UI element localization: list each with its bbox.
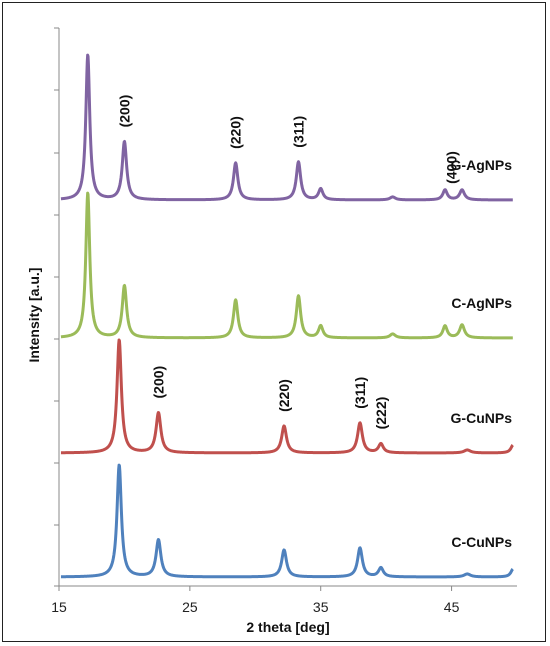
series-line-c-agnps xyxy=(59,191,514,340)
peak-label: (311) xyxy=(352,377,368,409)
series-line-g-cunps xyxy=(59,338,514,455)
series-line-c-cunps xyxy=(59,463,514,579)
series-label-c-agnps: C-AgNPs xyxy=(451,295,512,311)
series-label-g-agnps: G-AgNPs xyxy=(451,157,513,173)
x-ticks: 15 25 35 45 xyxy=(51,586,460,615)
peak-labels: (200) (220) (311) (400) (200) (220) (311) (222) xyxy=(116,95,459,430)
peak-label: (400) xyxy=(444,151,460,184)
y-ticks xyxy=(54,27,59,587)
y-axis-title: Intensity [a.u.] xyxy=(26,268,42,363)
chart-frame xyxy=(2,2,546,642)
series-line-g-agnps xyxy=(59,53,514,202)
peak-label: (222) xyxy=(373,397,389,430)
x-tick-label: 45 xyxy=(444,599,460,615)
x-tick-label: 25 xyxy=(182,599,198,615)
x-axis-title: 2 theta [deg] xyxy=(246,619,329,635)
x-tick-label: 15 xyxy=(51,599,67,615)
peak-label: (220) xyxy=(228,116,244,149)
peak-label: (311) xyxy=(291,116,307,148)
x-tick-label: 35 xyxy=(313,599,329,615)
peak-label: (220) xyxy=(276,379,292,412)
peak-label: (200) xyxy=(151,366,167,399)
series-group: G-AgNPs C-AgNPs G-CuNPs C-CuNPs xyxy=(59,53,514,579)
peak-label: (200) xyxy=(116,95,132,128)
series-label-c-cunps: C-CuNPs xyxy=(451,534,512,550)
series-label-g-cunps: G-CuNPs xyxy=(451,410,513,426)
